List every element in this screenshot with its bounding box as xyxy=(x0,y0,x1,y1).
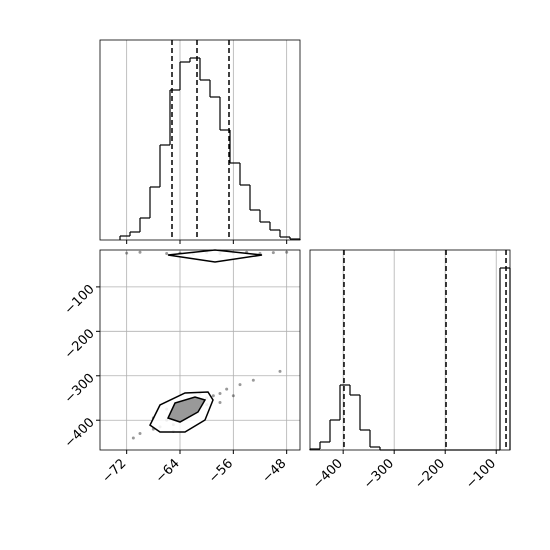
contour xyxy=(167,249,263,263)
scatter-point xyxy=(165,252,169,256)
scatter-point xyxy=(125,251,129,255)
x-tick-label: −64 xyxy=(153,456,183,486)
y-tick-label: −100 xyxy=(62,282,98,318)
y-tick-label: −200 xyxy=(62,326,98,362)
x-tick-label: −100 xyxy=(463,456,499,492)
contour xyxy=(166,396,207,423)
x-tick-label: −400 xyxy=(310,456,346,492)
scatter-point xyxy=(271,251,275,255)
scatter-point xyxy=(278,369,282,373)
y-tick-label: −400 xyxy=(62,415,98,451)
scatter-point xyxy=(251,378,255,382)
x-tick-label: −72 xyxy=(99,456,129,486)
scatter-point xyxy=(218,392,222,396)
scatter-point xyxy=(225,387,229,391)
axes-frame xyxy=(99,39,301,241)
axes-frame xyxy=(99,249,301,451)
y-tick-label: −300 xyxy=(62,371,98,407)
x-tick-label: −200 xyxy=(412,456,448,492)
x-tick-label: −56 xyxy=(206,456,236,486)
x-tick-label: −48 xyxy=(259,456,289,486)
scatter-point xyxy=(131,436,135,440)
scatter-point xyxy=(138,432,142,436)
axes-frame xyxy=(309,249,511,451)
scatter-point xyxy=(231,394,235,398)
scatter-point xyxy=(218,400,222,404)
scatter-point xyxy=(285,250,289,254)
scatter-point xyxy=(238,383,242,387)
scatter-point xyxy=(138,250,142,254)
x-tick-label: −300 xyxy=(361,456,397,492)
scatter-point xyxy=(211,394,215,398)
